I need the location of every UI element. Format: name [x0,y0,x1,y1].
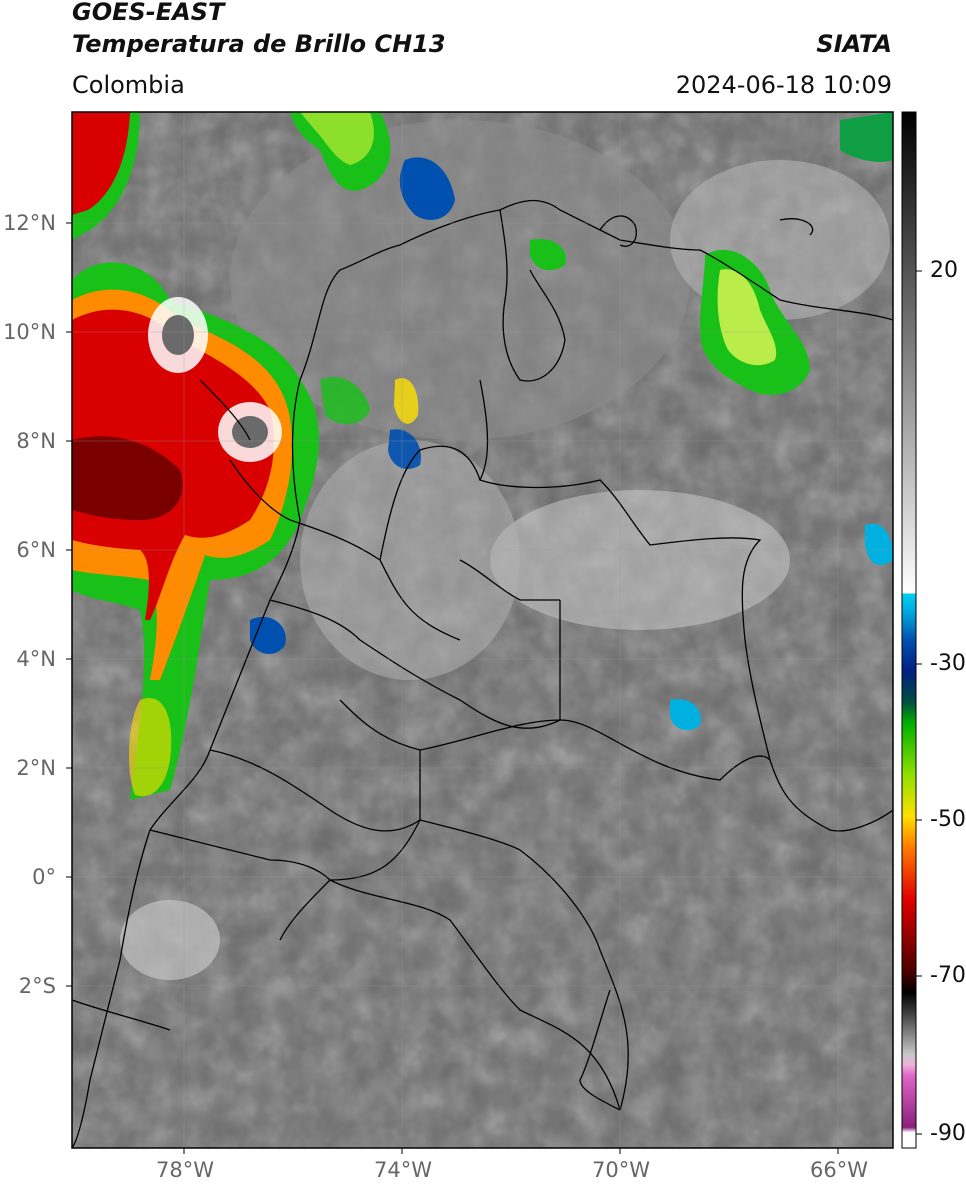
map-border [71,111,894,1149]
lon-label-78w: 78°W [156,1158,214,1182]
borders [72,199,893,1148]
title-satellite: GOES-EAST [72,0,225,26]
lon-label-66w: 66°W [810,1158,868,1182]
agency-label: SIATA [816,30,892,58]
datetime-label: 2024-06-18 10:09 [675,71,892,99]
axis-ticks [66,222,839,1154]
colorbar-label-minus70: -70 [930,963,966,988]
colorbar [901,111,922,1149]
lat-label-8n: 8°N [16,429,56,453]
lat-label-12n: 12°N [3,211,56,235]
convective-cells [250,112,893,731]
colorbar-label-20: 20 [930,258,958,283]
lon-label-74w: 74°W [374,1158,432,1182]
lat-label-2n: 2°N [16,756,56,780]
convective-cloud-west [72,112,319,801]
lat-label-6n: 6°N [16,538,56,562]
region-label: Colombia [72,71,185,99]
graticule [72,112,893,1148]
map-area [72,112,893,1148]
title-product: Temperatura de Brillo CH13 [72,30,446,58]
colorbar-label-minus90: -90 [930,1121,966,1146]
colorbar-label-minus30: -30 [930,651,966,676]
colorbar-label-minus50: -50 [930,807,966,832]
lat-label-10n: 10°N [3,320,56,344]
lon-label-70w: 70°W [592,1158,650,1182]
lat-label-0: 0° [32,865,56,889]
lat-label-2s: 2°S [18,974,56,998]
lat-label-4n: 4°N [16,647,56,671]
